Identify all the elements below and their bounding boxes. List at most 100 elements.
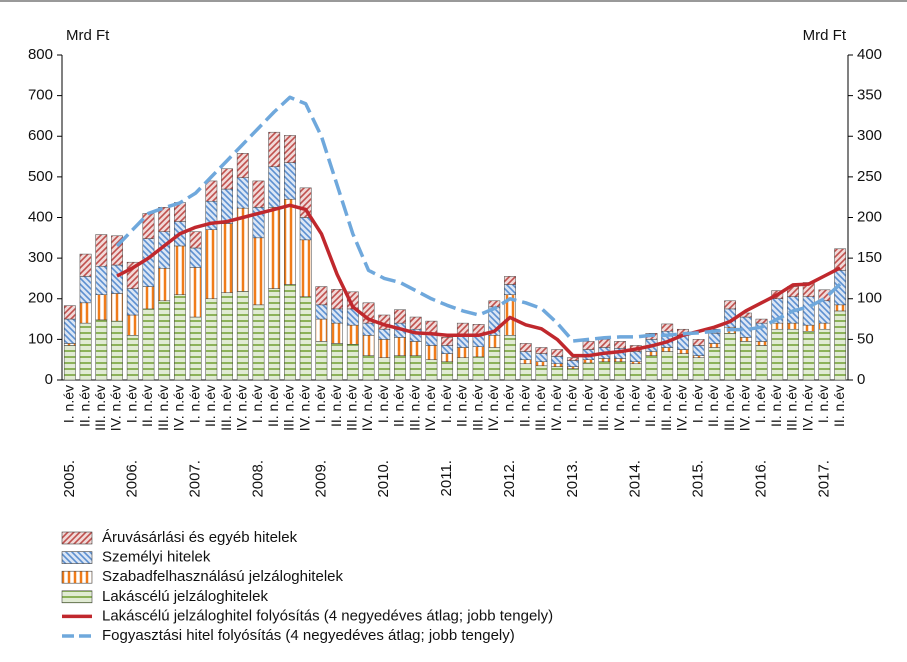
bar-segment xyxy=(582,362,595,381)
bar-segment xyxy=(519,363,532,381)
bar-segment xyxy=(614,341,626,349)
bar-segment xyxy=(598,361,611,381)
bar-segment xyxy=(582,359,595,364)
bar-segment xyxy=(456,335,469,348)
bar-segment xyxy=(629,361,642,364)
bar-segment xyxy=(771,322,784,330)
bar-segment xyxy=(724,300,737,310)
y-tick-label: 400 xyxy=(28,208,53,225)
bar-segment xyxy=(425,345,438,360)
bar-segment xyxy=(189,231,202,249)
bar-segment xyxy=(739,316,752,338)
bar-segment xyxy=(63,305,76,320)
bar-segment xyxy=(645,355,658,381)
bar-segment xyxy=(614,358,626,362)
bar-segment xyxy=(802,331,815,381)
bar-segment xyxy=(315,304,328,320)
legend-label: Személyi hitelek xyxy=(102,549,211,566)
bar-segment xyxy=(692,339,705,346)
x-tick-label: IV. n.év xyxy=(422,385,438,431)
bar-segment xyxy=(724,333,737,381)
year-label: 2017. xyxy=(815,460,832,498)
bar-segment xyxy=(158,207,171,232)
bar-segment xyxy=(95,294,108,321)
bar-segment xyxy=(692,345,705,356)
y-tick-label: 600 xyxy=(28,127,53,144)
y-tick-label: 300 xyxy=(28,249,53,266)
bar-segment xyxy=(79,302,92,324)
bar-segment xyxy=(299,187,312,218)
bar-segment xyxy=(126,261,139,289)
bar-segment xyxy=(158,268,171,302)
bar-segment xyxy=(221,223,233,293)
bar-segment xyxy=(284,135,296,163)
bar-segment xyxy=(456,357,469,381)
bar-segment xyxy=(645,351,658,356)
bar-segment xyxy=(189,267,202,318)
bar-segment xyxy=(268,207,281,289)
bar-segment xyxy=(95,266,108,295)
legend-swatch xyxy=(61,531,93,545)
bar-segment xyxy=(142,308,155,381)
y2-tick-label: 0 xyxy=(857,371,865,388)
bar-segment xyxy=(331,308,344,324)
legend-label: Lakáscélú jelzáloghitelek xyxy=(102,588,268,605)
bar-segment xyxy=(834,304,847,312)
bar-segment xyxy=(236,177,249,209)
bar-segment xyxy=(551,363,564,367)
x-tick-label: III. n.év xyxy=(658,385,674,431)
bar-segment xyxy=(834,310,847,381)
bar-segment xyxy=(661,351,674,381)
bar-segment xyxy=(535,361,548,367)
bar-segment xyxy=(221,292,233,381)
year-label: 2009. xyxy=(312,460,329,498)
x-tick-label: I. n.év xyxy=(186,385,202,423)
bar-segment xyxy=(787,328,799,381)
x-tick-label: II. n.év xyxy=(328,385,344,427)
line-series xyxy=(115,95,842,343)
bar-segment xyxy=(252,180,265,208)
x-tick-label: I. n.év xyxy=(438,385,454,423)
bar-segment xyxy=(551,356,564,364)
x-tick-label: IV. n.év xyxy=(611,385,627,431)
x-tick-label: III. n.év xyxy=(532,385,548,431)
bar-segment xyxy=(362,322,375,336)
bar-segment xyxy=(519,359,532,364)
bar-segment xyxy=(95,319,108,381)
x-tick-label: III. n.év xyxy=(155,385,171,431)
x-tick-label: IV. n.év xyxy=(737,385,753,431)
bar-segment xyxy=(519,351,532,360)
x-tick-label: I. n.év xyxy=(312,385,328,423)
x-tick-label: II. n.év xyxy=(516,385,532,427)
year-label: 2008. xyxy=(249,460,266,498)
bar-segment xyxy=(755,318,768,324)
bar-segment xyxy=(614,361,626,381)
bar-segment xyxy=(111,320,123,381)
bar-segment xyxy=(692,357,705,381)
x-tick-label: IV. n.év xyxy=(233,385,249,431)
bar-segment xyxy=(566,366,579,369)
x-tick-label: I. n.év xyxy=(501,385,517,423)
bar-segment xyxy=(456,322,469,336)
y2-tick-label: 400 xyxy=(857,46,882,63)
bar-segment xyxy=(708,343,721,348)
bar-segment xyxy=(205,229,218,299)
bar-segment xyxy=(535,365,548,381)
bar-segment xyxy=(441,353,454,362)
bar-segment xyxy=(755,345,768,381)
x-tick-label: III. n.év xyxy=(406,385,422,431)
bar-segment xyxy=(566,368,579,381)
bar-segment xyxy=(739,337,752,342)
bar-segment xyxy=(441,361,454,381)
bar-segment xyxy=(394,355,406,381)
x-tick-label: II. n.év xyxy=(579,385,595,427)
y-tick-label: 700 xyxy=(28,87,53,104)
bar-segment xyxy=(221,188,233,224)
bar-segment xyxy=(111,264,123,294)
bar-segment xyxy=(708,333,721,344)
x-tick-label: III. n.év xyxy=(595,385,611,431)
bar-segment xyxy=(111,235,123,266)
bar-segment xyxy=(456,347,469,358)
y2-tick-label: 300 xyxy=(857,127,882,144)
x-tick-label: IV. n.év xyxy=(485,385,501,431)
